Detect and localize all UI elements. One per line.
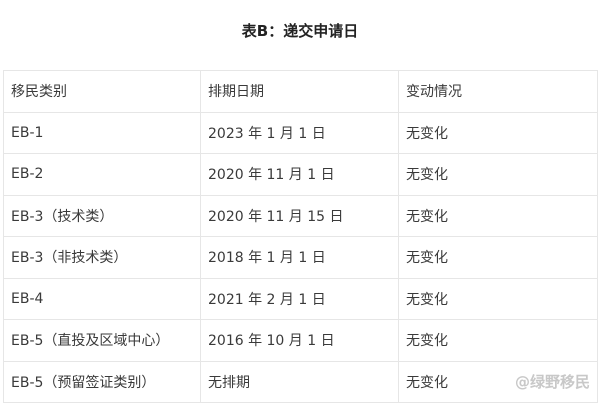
cell-change: 无变化 — [398, 153, 598, 196]
cell-date: 2020 年 11 月 1 日 — [200, 153, 399, 196]
cell-date: 2018 年 1 月 1 日 — [200, 236, 399, 279]
table-title: 表B：递交申请日 — [241, 22, 359, 40]
cell-change: 无变化 — [398, 360, 598, 403]
table-row: EB-5（直投及区域中心） 2016 年 10 月 1 日无变化 — [3, 319, 598, 362]
cell-date: 2021 年 2 月 1 日 — [200, 277, 399, 320]
cell-category: EB-1 — [3, 111, 201, 154]
cell-category: EB-5（直投及区域中心） — [3, 319, 201, 362]
cell-category: EB-5（预留签证类别） — [3, 360, 201, 403]
cell-date: 2016 年 10 月 1 日 — [200, 319, 399, 362]
cell-category: EB-4 — [3, 277, 201, 320]
cell-change: 无变化 — [398, 319, 598, 362]
cell-change: 无变化 — [398, 236, 598, 279]
cell-change: 无变化 — [398, 111, 598, 154]
header-change: 变动情况 — [398, 70, 598, 113]
cell-category: EB-3（技术类） — [3, 194, 201, 237]
table-row: EB-3（非技术类） 2018 年 1 月 1 日无变化 — [3, 236, 598, 279]
cell-date: 2023 年 1 月 1 日 — [200, 111, 399, 154]
cell-category: EB-2 — [3, 153, 201, 196]
visa-bulletin-table: 移民类别 排期日期 变动情况 EB-1 2023 年 1 月 1 日无变化 EB-2… — [3, 70, 598, 403]
watermark: @绿野移民 — [514, 373, 590, 391]
header-category: 移民类别 — [3, 70, 201, 113]
table-header-row: 移民类别 排期日期 变动情况 — [3, 70, 598, 113]
header-date: 排期日期 — [200, 70, 399, 113]
cell-date: 无排期 — [200, 360, 399, 403]
cell-date: 2020 年 11 月 15 日 — [200, 194, 399, 237]
cell-category: EB-3（非技术类） — [3, 236, 201, 279]
table-row: EB-2 2020 年 11 月 1 日无变化 — [3, 153, 598, 196]
table-row: EB-3（技术类） 2020 年 11 月 15 日无变化 — [3, 194, 598, 237]
table-row: EB-1 2023 年 1 月 1 日无变化 — [3, 111, 598, 154]
table-row: EB-5（预留签证类别） 无排期 无变化 — [3, 360, 598, 403]
cell-change: 无变化 — [398, 277, 598, 320]
cell-change: 无变化 — [398, 194, 598, 237]
table-row: EB-4 2021 年 2 月 1 日无变化 — [3, 277, 598, 320]
